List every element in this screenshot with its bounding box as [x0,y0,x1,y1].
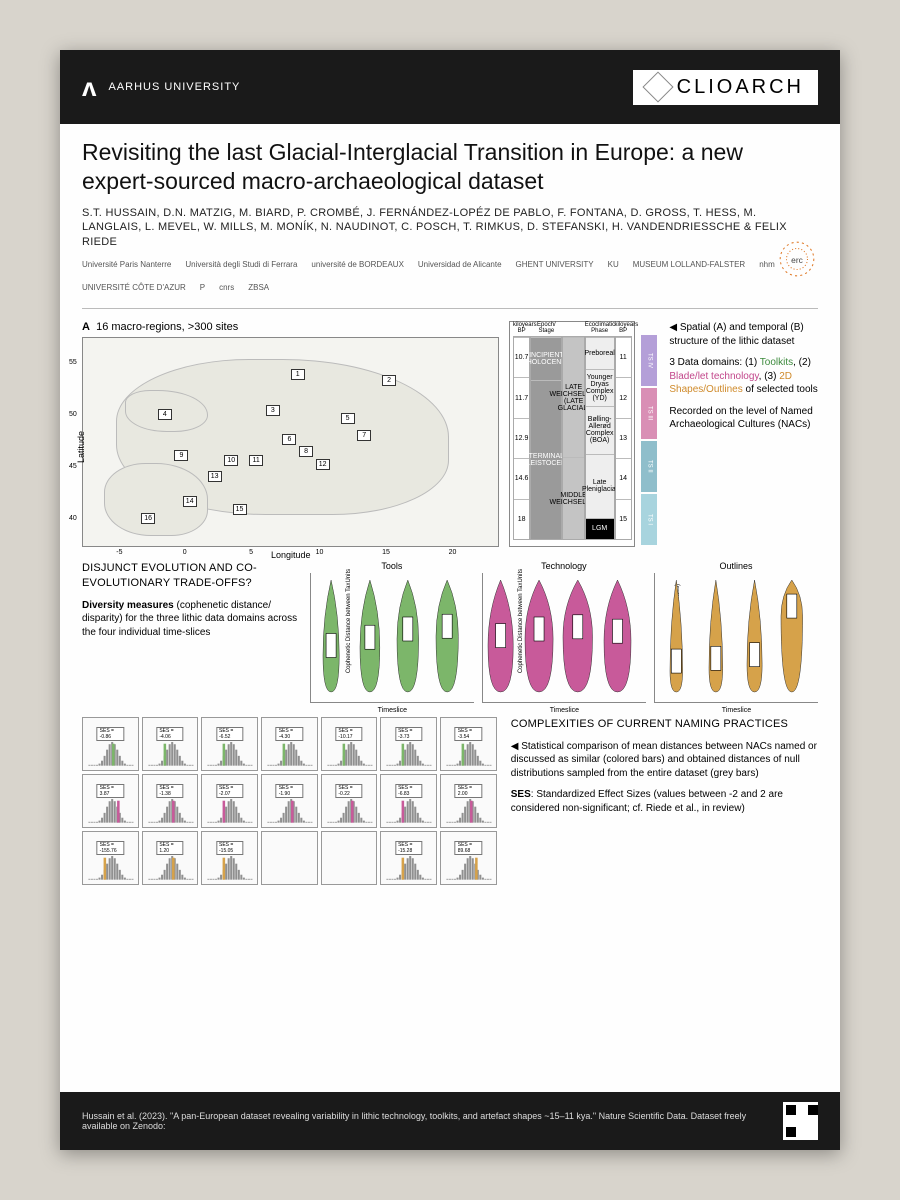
histogram-grid: SES = -0.86SES = -4.06SES = -6.52SES = -… [82,717,497,885]
violin-text: DISJUNCT EVOLUTION AND CO-EVOLUTIONARY T… [82,561,300,639]
affiliation: Universidad de Alicante [418,260,502,269]
histogram-cell: SES = -1.90 [261,774,318,828]
panel-b-domains: 3 Data domains: (1) Toolkits, (2) Blade/… [669,356,818,397]
map-ylabel: Latitude [76,431,86,463]
histogram-cell: SES = 2.00 [440,774,497,828]
map-xlabel: Longitude [271,550,311,560]
svg-text:erc: erc [791,255,803,265]
histogram-heading: COMPLEXITIES OF CURRENT NAMING PRACTICES [511,717,818,732]
time-slice: TS I [641,494,657,545]
histogram-cell [321,831,378,885]
map-region: 11 [249,455,263,466]
affiliation: Université Paris Nanterre [82,260,171,269]
time-slices: TS IV TS III TS II TS I [641,321,657,547]
europe-map: Latitude Longitude 123456789101112131415… [82,337,499,547]
histogram-cell: SES = 1.20 [142,831,199,885]
violin-row: DISJUNCT EVOLUTION AND CO-EVOLUTIONARY T… [60,547,840,703]
map-region: 15 [233,504,247,515]
histogram-cell: SES = -155.76 [82,831,139,885]
time-slice: TS IV [641,335,657,386]
erc-logo: erc [776,238,818,280]
footer-citation: Hussain et al. (2023). "A pan-European d… [82,1111,783,1131]
map-region: 10 [224,455,238,466]
project-name: CLIOARCH [677,76,804,99]
panel-ab-row: A 16 macro-regions, >300 sites Latitude … [60,315,840,547]
affiliation: Università degli Studi di Ferrara [185,260,297,269]
map-region: 6 [282,434,296,445]
title-block: Revisiting the last Glacial-Interglacial… [60,124,840,302]
panel-a-caption: 16 macro-regions, >300 sites [96,321,238,333]
histogram-cell: SES = -2.07 [201,774,258,828]
map-region: 4 [158,409,172,420]
map-region: 8 [299,446,313,457]
histogram-cell: SES = 89.68 [440,831,497,885]
affiliation: ZBSA [248,283,269,292]
affiliation: cnrs [219,283,234,292]
affiliation: P [200,283,205,292]
affiliation: GHENT UNIVERSITY [516,260,594,269]
map-region: 14 [183,496,197,507]
histogram-text: COMPLEXITIES OF CURRENT NAMING PRACTICES… [511,717,818,885]
poster: ᴧ AARHUS UNIVERSITY CLIOARCH Revisiting … [60,50,840,1150]
panel-a: A 16 macro-regions, >300 sites Latitude … [82,321,499,547]
histogram-row: SES = -0.86SES = -4.06SES = -6.52SES = -… [60,703,840,885]
histogram-cell: SES = -3.54 [440,717,497,771]
map-region: 9 [174,450,188,461]
map-region: 2 [382,375,396,386]
map-region: 12 [316,459,330,470]
author-list: S.T. HUSSAIN, D.N. MATZIG, M. BIARD, P. … [82,206,818,251]
violin-panel: ToolsCophenetic Distance between TaxUnit… [310,561,474,703]
violin-panel: OutlinesDisparity (sum of variances)Time… [654,561,818,703]
violin-heading: DISJUNCT EVOLUTION AND CO-EVOLUTIONARY T… [82,561,300,591]
histogram-cell: SES = -15.05 [201,831,258,885]
time-slice: TS II [641,441,657,492]
panel-b-text: ◀ Spatial (A) and temporal (B) structure… [663,321,818,547]
histogram-cell: SES = -1.38 [142,774,199,828]
affiliation: université de BORDEAUX [311,260,403,269]
map-region: 13 [208,471,222,482]
histogram-ses: SES: Standardized Effect Sizes (values b… [511,788,818,815]
histogram-body: ◀ Statistical comparison of mean distanc… [511,740,818,781]
histogram-cell: SES = -0.22 [321,774,378,828]
panel-b-nac: Recorded on the level of Named Archaeolo… [669,405,818,432]
histogram-cell: SES = -6.52 [201,717,258,771]
qr-code [783,1102,818,1140]
au-logo: ᴧ [82,72,96,103]
affiliation-logos: Université Paris Nanterre Università degl… [82,260,818,292]
map-region: 5 [341,413,355,424]
histogram-cell [261,831,318,885]
histogram-cell: SES = -15.28 [380,831,437,885]
affiliation: UNIVERSITÉ CÔTE D'AZUR [82,283,186,292]
histogram-cell: SES = -3.73 [380,717,437,771]
poster-title: Revisiting the last Glacial-Interglacial… [82,138,818,196]
histogram-cell: SES = -6.83 [380,774,437,828]
violin-charts: ToolsCophenetic Distance between TaxUnit… [310,561,818,703]
map-region: 16 [141,513,155,524]
affiliation: nhm [759,260,775,269]
panel-b-heading: ◀ Spatial (A) and temporal (B) structure… [669,321,818,348]
histogram-cell: SES = -4.30 [261,717,318,771]
clio-icon [642,71,673,102]
violin-panel: TechnologyCophenetic Distance between Ta… [482,561,646,703]
panel-a-label: A [82,321,90,333]
histogram-cell: SES = -10.17 [321,717,378,771]
histogram-cell: SES = -4.06 [142,717,199,771]
affiliation: MUSEUM LOLLAND-FALSTER [633,260,745,269]
header-bar: ᴧ AARHUS UNIVERSITY CLIOARCH [60,50,840,124]
university-name: AARHUS UNIVERSITY [108,81,240,93]
timeline-chart: kiloyears BPEpoch/ StageEcoclimatic Phas… [509,321,635,547]
histogram-cell: SES = -0.86 [82,717,139,771]
map-region: 3 [266,405,280,416]
affiliation: KU [608,260,619,269]
time-slice: TS III [641,388,657,439]
histogram-cell: SES = 3.87 [82,774,139,828]
map-region: 1 [291,369,305,380]
panel-b: kiloyears BPEpoch/ StageEcoclimatic Phas… [509,321,818,547]
map-region: 7 [357,430,371,441]
project-badge: CLIOARCH [633,70,818,105]
footer-bar: Hussain et al. (2023). "A pan-European d… [60,1092,840,1150]
